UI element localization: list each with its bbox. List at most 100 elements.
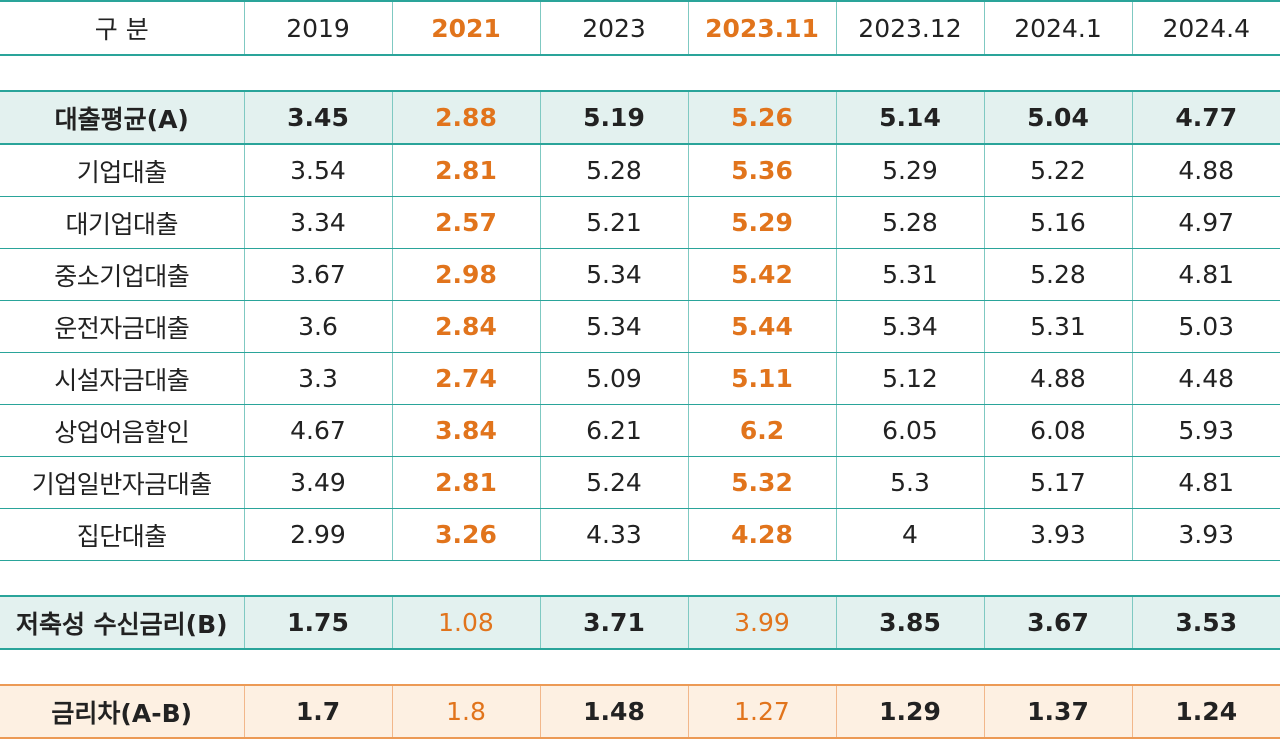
cell-value: 3.93 — [984, 508, 1133, 561]
row-label: 기업일반자금대출 — [0, 456, 245, 509]
spacer-row — [0, 561, 1280, 597]
cell-value: 5.28 — [984, 248, 1133, 301]
row-label: 상업어음할인 — [0, 404, 245, 457]
cell-value: 4.81 — [1132, 456, 1280, 509]
cell-value: 5.04 — [984, 90, 1133, 145]
cell-value: 5.28 — [540, 144, 689, 197]
cell-value: 1.27 — [688, 684, 837, 739]
spacer-row — [0, 55, 1280, 91]
cell-value: 2.88 — [392, 90, 541, 145]
header-year: 2024.1 — [984, 0, 1133, 56]
cell-value: 3.45 — [244, 90, 393, 145]
cell-value: 2.98 — [392, 248, 541, 301]
row-label: 집단대출 — [0, 508, 245, 561]
cell-value: 3.67 — [244, 248, 393, 301]
header-row: 구 분 2019 2021 2023 2023.11 2023.12 2024.… — [0, 0, 1280, 56]
row-label: 저축성 수신금리(B) — [0, 595, 245, 650]
cell-value: 5.03 — [1132, 300, 1280, 353]
cell-value: 6.21 — [540, 404, 689, 457]
cell-value: 4.77 — [1132, 90, 1280, 145]
cell-value: 3.85 — [836, 595, 985, 650]
header-year: 2023.11 — [688, 0, 837, 56]
cell-value: 5.32 — [688, 456, 837, 509]
cell-value: 4.81 — [1132, 248, 1280, 301]
row-label: 대출평균(A) — [0, 90, 245, 145]
cell-value: 5.31 — [984, 300, 1133, 353]
cell-value: 4.97 — [1132, 196, 1280, 249]
cell-value: 5.28 — [836, 196, 985, 249]
cell-value: 5.31 — [836, 248, 985, 301]
cell-value: 5.19 — [540, 90, 689, 145]
cell-value: 5.22 — [984, 144, 1133, 197]
row-label: 운전자금대출 — [0, 300, 245, 353]
cell-value: 1.75 — [244, 595, 393, 650]
table-row: 상업어음할인 4.67 3.84 6.21 6.2 6.05 6.08 5.93 — [0, 404, 1280, 457]
cell-value: 1.48 — [540, 684, 689, 739]
cell-value: 4.67 — [244, 404, 393, 457]
row-label: 대기업대출 — [0, 196, 245, 249]
spread-row: 금리차(A-B) 1.7 1.8 1.48 1.27 1.29 1.37 1.2… — [0, 684, 1280, 739]
header-year: 2019 — [244, 0, 393, 56]
header-year: 2024.4 — [1132, 0, 1280, 56]
cell-value: 3.49 — [244, 456, 393, 509]
cell-value: 3.99 — [688, 595, 837, 650]
cell-value: 1.37 — [984, 684, 1133, 739]
cell-value: 2.84 — [392, 300, 541, 353]
cell-value: 5.26 — [688, 90, 837, 145]
cell-value: 3.53 — [1132, 595, 1280, 650]
cell-value: 1.29 — [836, 684, 985, 739]
cell-value: 4.48 — [1132, 352, 1280, 405]
cell-value: 5.09 — [540, 352, 689, 405]
cell-value: 5.12 — [836, 352, 985, 405]
loan-average-row: 대출평균(A) 3.45 2.88 5.19 5.26 5.14 5.04 4.… — [0, 90, 1280, 145]
cell-value: 3.84 — [392, 404, 541, 457]
spacer-row — [0, 649, 1280, 685]
cell-value: 5.93 — [1132, 404, 1280, 457]
cell-value: 1.24 — [1132, 684, 1280, 739]
cell-value: 5.14 — [836, 90, 985, 145]
cell-value: 6.08 — [984, 404, 1133, 457]
cell-value: 3.6 — [244, 300, 393, 353]
row-label: 중소기업대출 — [0, 248, 245, 301]
cell-value: 5.44 — [688, 300, 837, 353]
cell-value: 4.88 — [984, 352, 1133, 405]
cell-value: 5.3 — [836, 456, 985, 509]
table-row: 시설자금대출 3.3 2.74 5.09 5.11 5.12 4.88 4.48 — [0, 352, 1280, 405]
cell-value: 1.8 — [392, 684, 541, 739]
cell-value: 6.2 — [688, 404, 837, 457]
table-row: 기업일반자금대출 3.49 2.81 5.24 5.32 5.3 5.17 4.… — [0, 456, 1280, 509]
cell-value: 1.08 — [392, 595, 541, 650]
cell-value: 2.99 — [244, 508, 393, 561]
deposit-rate-row: 저축성 수신금리(B) 1.75 1.08 3.71 3.99 3.85 3.6… — [0, 595, 1280, 650]
cell-value: 3.26 — [392, 508, 541, 561]
cell-value: 5.29 — [836, 144, 985, 197]
cell-value: 5.34 — [540, 300, 689, 353]
row-label: 기업대출 — [0, 144, 245, 197]
cell-value: 2.81 — [392, 144, 541, 197]
cell-value: 3.54 — [244, 144, 393, 197]
header-year: 2021 — [392, 0, 541, 56]
cell-value: 4.33 — [540, 508, 689, 561]
cell-value: 3.67 — [984, 595, 1133, 650]
cell-value: 5.11 — [688, 352, 837, 405]
row-label: 금리차(A-B) — [0, 684, 245, 739]
cell-value: 5.34 — [836, 300, 985, 353]
cell-value: 4.28 — [688, 508, 837, 561]
cell-value: 3.3 — [244, 352, 393, 405]
table-row: 중소기업대출 3.67 2.98 5.34 5.42 5.31 5.28 4.8… — [0, 248, 1280, 301]
cell-value: 3.93 — [1132, 508, 1280, 561]
cell-value: 5.29 — [688, 196, 837, 249]
cell-value: 4.88 — [1132, 144, 1280, 197]
cell-value: 5.17 — [984, 456, 1133, 509]
header-year: 2023 — [540, 0, 689, 56]
table-row: 집단대출 2.99 3.26 4.33 4.28 4 3.93 3.93 — [0, 508, 1280, 561]
header-year: 2023.12 — [836, 0, 985, 56]
cell-value: 2.57 — [392, 196, 541, 249]
header-category: 구 분 — [0, 0, 245, 56]
cell-value: 4 — [836, 508, 985, 561]
cell-value: 1.7 — [244, 684, 393, 739]
cell-value: 2.74 — [392, 352, 541, 405]
table-row: 대기업대출 3.34 2.57 5.21 5.29 5.28 5.16 4.97 — [0, 196, 1280, 249]
cell-value: 2.81 — [392, 456, 541, 509]
